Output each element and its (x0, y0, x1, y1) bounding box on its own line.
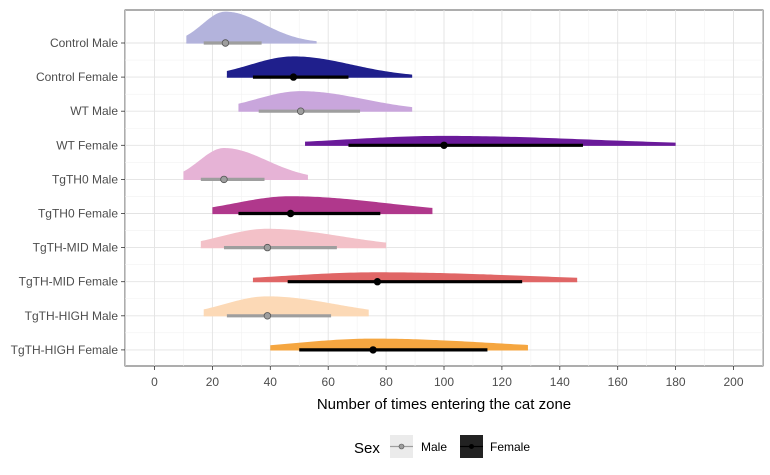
y-tick-label: WT Female (56, 138, 118, 152)
series-tgth-mid-male (200, 228, 387, 252)
x-tick-label: 160 (608, 375, 628, 389)
x-tick-label: 60 (322, 375, 336, 389)
legend-key-female-point (469, 444, 474, 449)
series-wt-male (238, 91, 413, 115)
density-slab (183, 148, 308, 180)
x-tick-label: 20 (206, 375, 220, 389)
median-point (373, 278, 382, 286)
median-point (296, 107, 305, 115)
density-slab (252, 272, 578, 282)
median-point (440, 141, 448, 149)
density-slab (212, 196, 433, 214)
series-control-male (186, 11, 317, 47)
x-tick-label: 180 (666, 375, 686, 389)
legend-key-male (390, 435, 413, 458)
density-slab (200, 228, 387, 248)
series-tgth0-male (183, 148, 308, 184)
x-tick-label: 100 (434, 375, 454, 389)
median-point (263, 243, 272, 252)
legend-title: Sex (354, 440, 380, 457)
series-tgth-high-male (203, 296, 369, 320)
legend-key-male-point (398, 443, 405, 450)
median-point (286, 209, 295, 218)
x-tick-label: 120 (492, 375, 512, 389)
x-axis: 0 20 40 60 80 100 120 140 160 180 200 (151, 366, 744, 389)
x-tick-label: 40 (264, 375, 278, 389)
legend: Sex Male Female (354, 435, 530, 458)
density-slab (226, 56, 413, 78)
x-tick-label: 140 (550, 375, 570, 389)
legend-label-female: Female (490, 440, 530, 454)
y-tick-label: TgTH-HIGH Male (25, 309, 119, 323)
x-tick-label: 80 (379, 375, 393, 389)
median-point (263, 312, 272, 320)
density-slab (203, 296, 369, 316)
y-tick-label: Control Female (36, 70, 118, 84)
legend-label-male: Male (421, 440, 447, 454)
density-slab (270, 338, 528, 350)
y-tick-label: TgTH-HIGH Female (11, 343, 119, 357)
y-tick-label: TgTH-MID Female (19, 275, 119, 289)
median-point (220, 175, 228, 184)
series-tgth-high-female (270, 338, 528, 354)
density-slab (305, 135, 676, 146)
x-axis-title: Number of times entering the cat zone (317, 396, 571, 413)
y-tick-label: TgTH0 Female (38, 207, 118, 221)
series-wt-female (305, 135, 676, 149)
series-tgth-mid-female (252, 272, 578, 286)
x-tick-label: 200 (723, 375, 743, 389)
grid (125, 10, 763, 366)
y-tick-label: TgTH-MID Male (33, 241, 119, 255)
y-tick-label: Control Male (50, 36, 118, 50)
marks (183, 11, 676, 354)
y-tick-label: TgTH0 Male (52, 172, 118, 186)
y-axis-labels: Control Male Control Female WT Male WT Fema… (11, 36, 125, 357)
median-point (221, 39, 230, 47)
series-tgth0-female (212, 196, 433, 218)
median-point (369, 346, 377, 354)
median-point (289, 73, 298, 81)
density-slab (186, 11, 317, 43)
legend-key-female (460, 435, 483, 458)
series-control-female (226, 56, 413, 81)
x-tick-label: 0 (151, 375, 158, 389)
y-tick-label: WT Male (70, 104, 118, 118)
density-slab (238, 91, 413, 112)
